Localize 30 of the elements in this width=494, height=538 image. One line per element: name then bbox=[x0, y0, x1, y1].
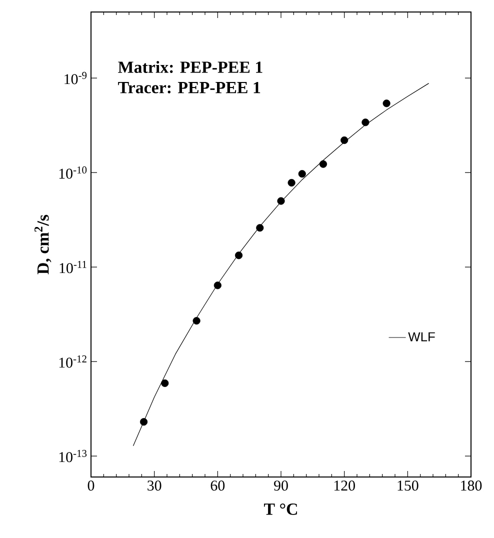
point bbox=[362, 118, 370, 126]
y-axis-title: D, cm$^{2}$/s bbox=[34, 214, 52, 274]
point bbox=[340, 136, 348, 144]
legend-label: WLF bbox=[408, 332, 435, 342]
y-tick-label: 10$^{-12}$ bbox=[59, 355, 86, 368]
x-tick-label: 30 bbox=[148, 480, 162, 491]
point bbox=[161, 379, 169, 387]
point bbox=[288, 178, 296, 187]
y-tick-label: 10$^{-10}$ bbox=[59, 166, 87, 179]
point bbox=[256, 224, 264, 232]
point bbox=[192, 317, 200, 325]
point bbox=[319, 160, 328, 168]
point bbox=[298, 170, 306, 178]
x-tick-label: 0 bbox=[88, 480, 94, 491]
point bbox=[234, 252, 243, 260]
x-tick-label: 150 bbox=[398, 480, 418, 491]
x-tick-label: 60 bbox=[210, 480, 225, 491]
point bbox=[382, 100, 390, 108]
x-tick-label: 180 bbox=[461, 480, 482, 491]
point bbox=[277, 197, 285, 205]
point bbox=[214, 282, 222, 290]
y-tick-label: 10$^{-11}$ bbox=[60, 260, 86, 274]
y-tick-label: 10$^{-13}$ bbox=[59, 450, 87, 462]
point bbox=[140, 418, 148, 426]
x-tick-label: 120 bbox=[334, 480, 355, 491]
annotation: Tracer: PEP-PEE 1 bbox=[118, 82, 260, 94]
annotation: Matrix: PEP-PEE 1 bbox=[118, 61, 262, 74]
y-tick-label: 10$^{-9}$ bbox=[64, 72, 87, 84]
x-axis-title: T °C bbox=[264, 503, 297, 515]
x-tick-label: 90 bbox=[274, 480, 288, 491]
